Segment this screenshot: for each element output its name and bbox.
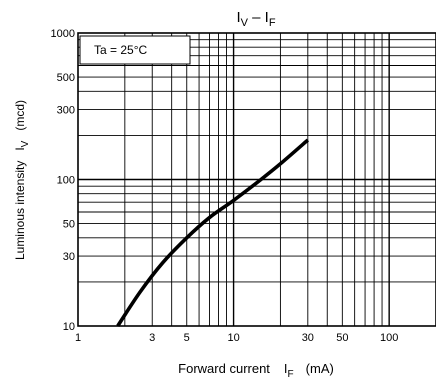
x-tick-label: 5: [184, 332, 190, 344]
y-axis-label: Luminous intensity IV (mcd): [13, 100, 31, 260]
title-sub-f: F: [269, 17, 276, 29]
x-tick-label: 100: [380, 332, 398, 344]
x-tick-label: 3: [149, 332, 155, 344]
title-sep: – I: [248, 9, 269, 26]
series-layer: [116, 138, 309, 327]
x-axis-label: Forward current IF (mA): [178, 361, 334, 380]
x-axis-symbol: I: [284, 361, 288, 376]
annotation-label: Ta = 25°C: [94, 43, 147, 57]
x-axis-symbol-sub: F: [288, 369, 294, 380]
y-tick-label: 30: [63, 251, 75, 263]
y-tick-labels: 10 30 50 100 300 500 1000: [51, 28, 75, 333]
y-axis-unit: (mcd): [13, 100, 27, 131]
y-tick-label: 500: [57, 72, 75, 84]
title-sub-v: V: [241, 17, 249, 29]
series-line: [116, 138, 309, 327]
y-tick-label: 50: [63, 219, 75, 231]
x-axis-label-text: Forward current: [178, 361, 270, 376]
title-main: I: [236, 9, 240, 26]
x-tick-label: 10: [227, 332, 239, 344]
x-tick-label: 1: [75, 332, 81, 344]
x-tick-label: 50: [336, 332, 348, 344]
grid: [78, 33, 436, 326]
y-axis-symbol-sub: V: [20, 140, 31, 147]
y-tick-label: 300: [57, 105, 75, 117]
y-tick-label: 1000: [51, 28, 75, 40]
x-tick-labels: 1 3 5 10 30 50 100: [75, 332, 398, 344]
annotation-box: Ta = 25°C: [79, 35, 191, 65]
y-tick-label: 100: [57, 175, 75, 187]
y-axis-label-text: Luminous intensity: [13, 161, 27, 260]
x-axis-unit: (mA): [306, 361, 334, 376]
y-tick-label: 10: [63, 321, 75, 333]
y-axis-symbol: I: [13, 147, 27, 150]
chart-title: IV – IF: [236, 9, 275, 29]
x-tick-label: 30: [302, 332, 314, 344]
plot-frame: [77, 32, 436, 327]
